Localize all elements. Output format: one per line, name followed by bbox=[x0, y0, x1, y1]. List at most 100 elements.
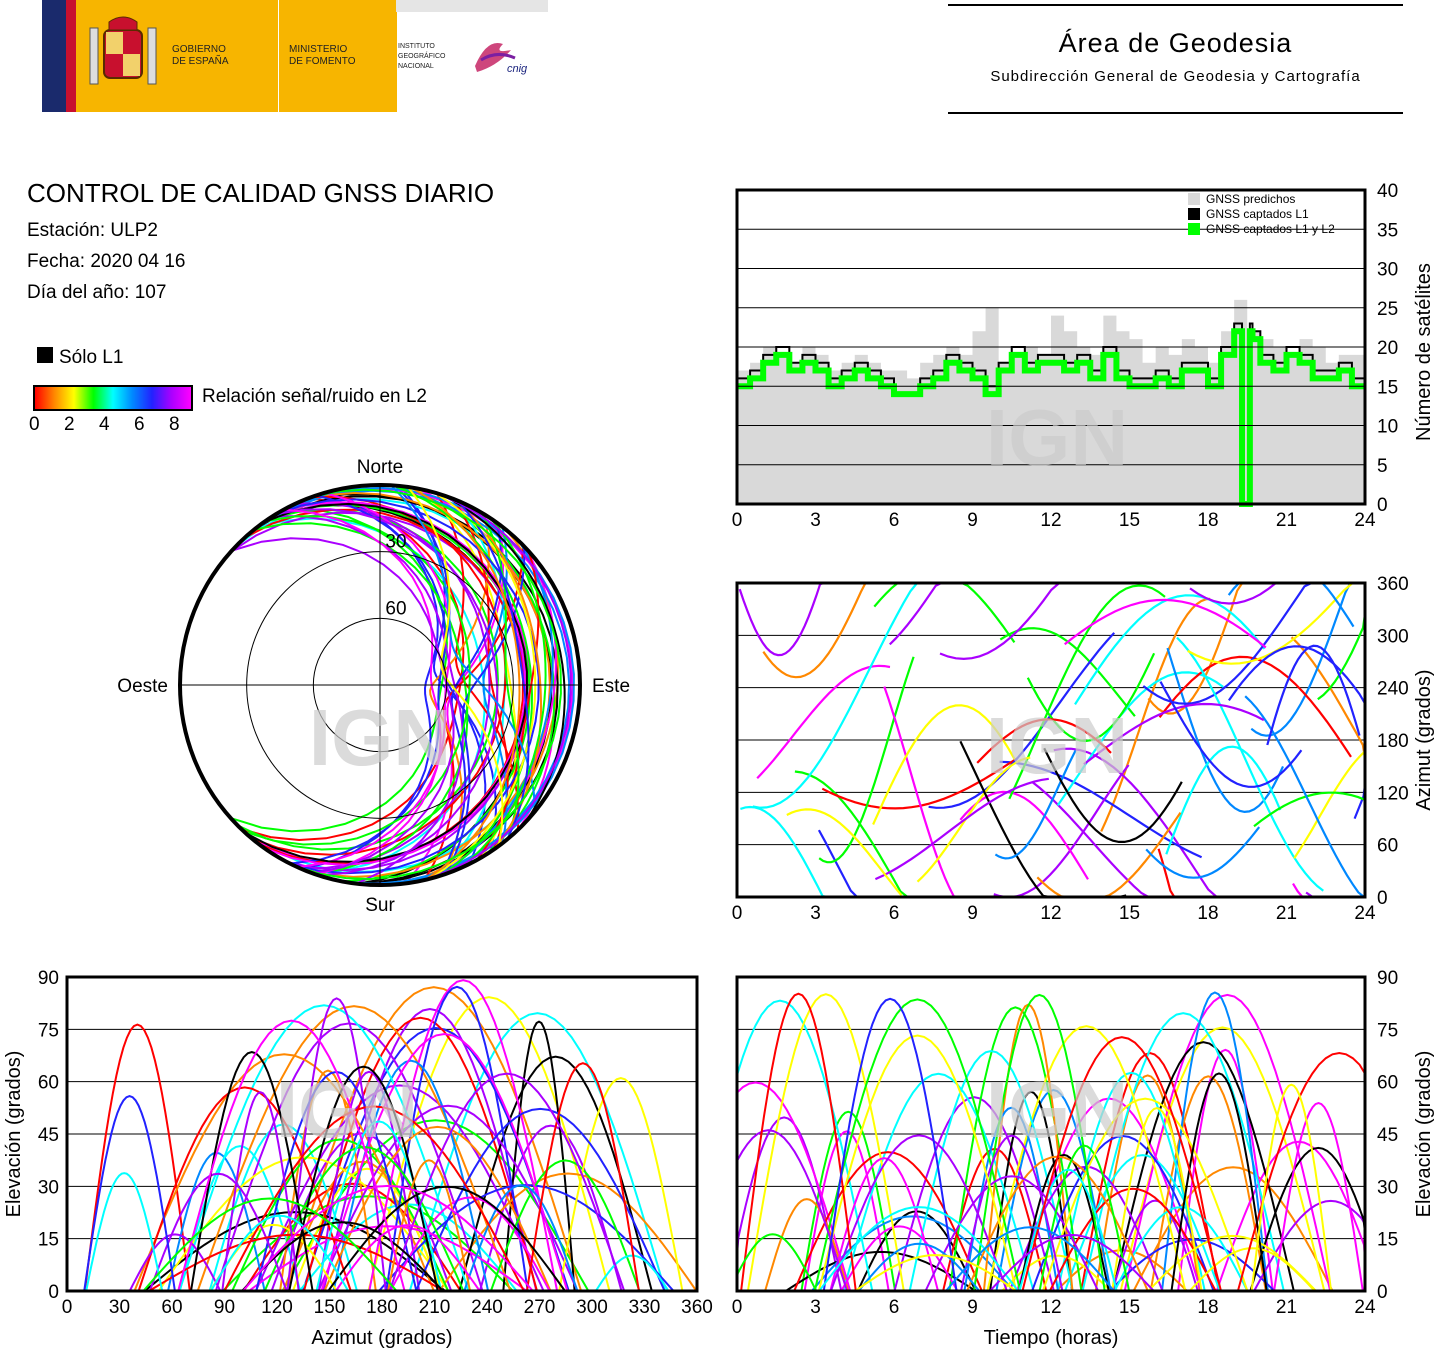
satellite-track bbox=[148, 1172, 288, 1292]
x-axis-label: Tiempo (horas) bbox=[984, 1327, 1119, 1349]
satellite-track bbox=[275, 498, 540, 875]
satellite-track bbox=[973, 993, 1106, 1292]
satellite-track bbox=[840, 1225, 959, 1292]
satellite-track bbox=[295, 502, 491, 869]
satellite-track bbox=[245, 502, 529, 863]
satellite-track bbox=[231, 1138, 450, 1292]
satellite-track bbox=[408, 1012, 667, 1292]
satellite-track bbox=[301, 491, 439, 871]
satellite-track bbox=[1043, 747, 1183, 843]
y-tick-label: 90 bbox=[1377, 968, 1398, 989]
y-tick-label: 60 bbox=[1377, 1073, 1398, 1094]
satellite-track bbox=[445, 546, 526, 875]
x-tick-label: 24 bbox=[1354, 903, 1376, 924]
plot-border bbox=[735, 581, 1367, 899]
y-tick-label: 75 bbox=[38, 1020, 59, 1041]
satellite-track bbox=[407, 486, 504, 847]
snr-tick-label: 6 bbox=[134, 414, 145, 435]
x-tick-label: 6 bbox=[889, 903, 900, 924]
satellite-track bbox=[803, 1130, 890, 1292]
satellite-track bbox=[736, 1233, 818, 1292]
station-text: Estación: ULP2 bbox=[27, 220, 158, 241]
gov-logo-banner: GOBIERNO DE ESPAÑA MINISTERIO DE FOMENTO… bbox=[42, 0, 548, 112]
ign-watermark: IGN bbox=[276, 1065, 418, 1154]
satellite-track bbox=[1083, 702, 1265, 766]
satellite-track bbox=[1132, 1166, 1334, 1292]
satellite-track bbox=[916, 756, 1031, 883]
legend-entry: GNSS captados L1 y L2 bbox=[1206, 222, 1335, 236]
satellite-track bbox=[459, 517, 547, 869]
satellite-track bbox=[85, 1172, 164, 1292]
y-tick-label: 240 bbox=[1377, 679, 1409, 700]
satellite-track bbox=[128, 1233, 222, 1292]
date-text: Fecha: 2020 04 16 bbox=[27, 251, 186, 272]
satellite-track bbox=[785, 1250, 977, 1292]
satellite-track bbox=[976, 718, 1112, 764]
x-tick-label: 270 bbox=[524, 1297, 556, 1318]
direction-east: Este bbox=[592, 676, 630, 697]
y-axis-label: Elevación (grados) bbox=[3, 1051, 25, 1218]
solo-l1-swatch bbox=[37, 347, 53, 363]
satellite-track bbox=[1189, 581, 1365, 605]
satellite-track bbox=[272, 515, 464, 885]
satellite-track bbox=[388, 1072, 626, 1292]
satellite-track bbox=[1187, 581, 1365, 665]
satellite-track bbox=[1123, 993, 1332, 1292]
x-tick-label: 120 bbox=[261, 1297, 293, 1318]
satellite-track bbox=[813, 998, 1022, 1292]
y-tick-label: 75 bbox=[1377, 1020, 1398, 1041]
y-tick-label: 0 bbox=[1377, 495, 1388, 516]
satellite-track bbox=[1188, 1247, 1316, 1292]
x-tick-label: 150 bbox=[314, 1297, 346, 1318]
satellite-track bbox=[438, 1172, 698, 1292]
inst-line-2: GEOGRÁFICO bbox=[398, 53, 446, 60]
ign-watermark: IGN bbox=[986, 1065, 1128, 1154]
satellite-track bbox=[928, 632, 1116, 809]
satellite-track bbox=[1244, 695, 1365, 899]
satellite-track bbox=[752, 582, 918, 809]
x-tick-label: 9 bbox=[967, 510, 978, 531]
x-tick-label: 330 bbox=[629, 1297, 661, 1318]
gov-line-2: DE ESPAÑA bbox=[172, 56, 229, 67]
ministry-yellow-block bbox=[278, 0, 397, 112]
satellite-track bbox=[738, 581, 832, 657]
y-tick-label: 60 bbox=[1377, 836, 1398, 857]
satellite-track bbox=[1293, 741, 1367, 859]
satellite-track bbox=[1165, 745, 1282, 855]
satellite-track bbox=[320, 1032, 569, 1292]
flag-red-stripe bbox=[66, 0, 76, 112]
ign-watermark: IGN bbox=[309, 693, 451, 782]
x-tick-label: 0 bbox=[732, 903, 743, 924]
satellite-track bbox=[986, 1025, 1187, 1292]
x-tick-label: 240 bbox=[471, 1297, 503, 1318]
plot-border bbox=[735, 188, 1367, 506]
snr-colorbar bbox=[33, 385, 193, 411]
y-axis-label: Azimut (grados) bbox=[1413, 669, 1435, 810]
satellite-track bbox=[1008, 584, 1166, 800]
legend-entry: GNSS predichos bbox=[1206, 192, 1295, 206]
y-tick-label: 120 bbox=[1377, 783, 1409, 804]
satellite-track bbox=[1064, 1154, 1221, 1292]
satellite-track bbox=[764, 1198, 850, 1292]
skyplot-tracks bbox=[230, 484, 575, 885]
satellite-track bbox=[389, 1196, 551, 1292]
satellite-track bbox=[254, 1084, 545, 1292]
x-tick-label: 3 bbox=[810, 510, 821, 531]
legend-swatch bbox=[1188, 193, 1200, 205]
satellite-track bbox=[210, 1214, 350, 1292]
y-tick-label: 360 bbox=[1377, 574, 1409, 595]
satellite-track bbox=[1111, 1041, 1295, 1292]
satellite-track bbox=[242, 1184, 534, 1292]
ministry-line-2: DE FOMENTO bbox=[289, 56, 356, 67]
satellite-track bbox=[502, 1020, 576, 1292]
x-tick-label: 0 bbox=[62, 1297, 73, 1318]
satellite-track bbox=[1048, 1187, 1217, 1292]
satellite-track bbox=[872, 704, 1016, 825]
satellite-track bbox=[1215, 1140, 1366, 1292]
y-tick-label: 35 bbox=[1377, 220, 1398, 241]
satellite-track bbox=[1111, 1107, 1203, 1292]
satellite-track bbox=[1042, 1097, 1249, 1292]
snr-label: Relación señal/ruido en L2 bbox=[202, 386, 427, 407]
satellite-track bbox=[323, 1125, 552, 1292]
